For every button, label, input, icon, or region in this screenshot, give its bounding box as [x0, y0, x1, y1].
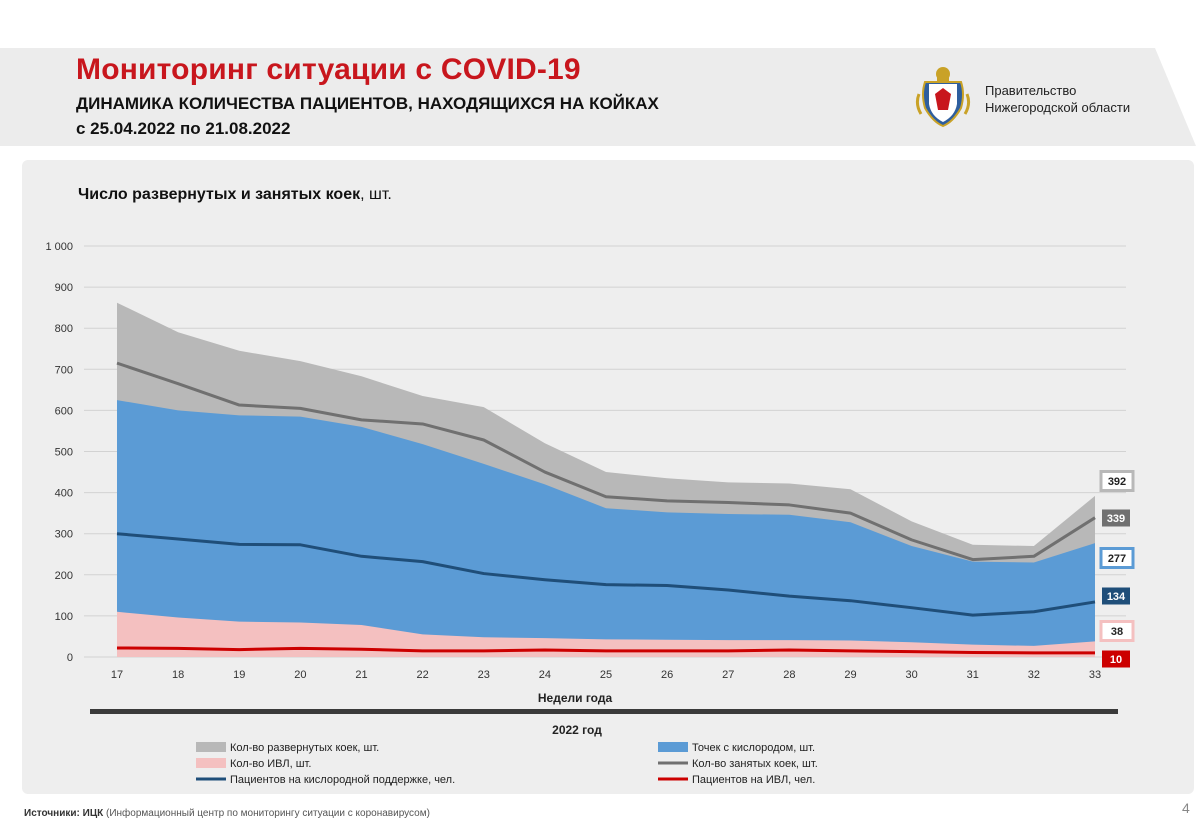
end-value-label: 10 — [1110, 654, 1122, 666]
line-series — [116, 361, 1096, 562]
x-tick-label: 26 — [661, 669, 673, 681]
x-axis-label: Недели года — [538, 691, 613, 705]
y-tick-label: 500 — [55, 447, 73, 459]
end-label-box — [1102, 650, 1130, 668]
source-label: Источники: ИЦК — [24, 808, 104, 819]
header-band — [0, 48, 1200, 146]
y-tick-label: 800 — [55, 323, 73, 335]
chart-heading: Число развернутых и занятых коек, шт. — [78, 186, 392, 204]
header-background — [0, 48, 1196, 146]
area-series — [117, 400, 1095, 657]
x-tick-label: 17 — [111, 669, 123, 681]
legend-swatch — [196, 742, 226, 752]
source-note: Источники: ИЦК (Информационный центр по … — [24, 808, 430, 819]
x-tick-label: 22 — [417, 669, 429, 681]
y-tick-label: 700 — [55, 364, 73, 376]
legend-label: Кол-во развернутых коек, шт. — [230, 742, 379, 754]
end-label-box — [1099, 620, 1135, 642]
legend-label: Точек с кислородом, шт. — [692, 742, 815, 754]
x-tick-label: 24 — [539, 669, 551, 681]
x-tick-label: 19 — [233, 669, 245, 681]
org-name: Правительство Нижегородской области — [985, 82, 1130, 116]
page-subtitle: ДИНАМИКА КОЛИЧЕСТВА ПАЦИЕНТОВ, НАХОДЯЩИХ… — [76, 94, 659, 113]
x-tick-label: 33 — [1089, 669, 1101, 681]
legend-label: Пациентов на кислородной поддержке, чел. — [230, 774, 455, 786]
y-tick-label: 900 — [55, 282, 73, 294]
chart-heading-bold: Число развернутых и занятых коек — [78, 186, 361, 203]
year-bar — [90, 709, 1118, 714]
end-label-box — [1102, 587, 1130, 605]
end-label-box — [1099, 470, 1135, 492]
end-value-label: 277 — [1108, 553, 1126, 565]
end-label-box — [1102, 509, 1130, 527]
end-value-label: 134 — [1107, 591, 1126, 603]
line-series — [116, 646, 1095, 655]
y-tick-label: 1 000 — [45, 241, 73, 253]
source-text: (Информационный центр по мониторингу сит… — [103, 808, 430, 819]
page-number: 4 — [1182, 800, 1190, 816]
x-tick-label: 27 — [722, 669, 734, 681]
y-tick-label: 400 — [55, 488, 73, 500]
chart-heading-unit: , шт. — [360, 186, 392, 203]
year-label: 2022 год — [552, 723, 602, 737]
org-name-line1: Правительство — [985, 83, 1077, 98]
legend-label: Кол-во занятых коек, шт. — [692, 758, 818, 770]
x-tick-label: 23 — [478, 669, 490, 681]
coat-of-arms-icon — [915, 64, 971, 130]
page-title: Мониторинг ситуации с COVID-19 — [76, 53, 581, 86]
x-tick-label: 29 — [844, 669, 856, 681]
x-tick-label: 32 — [1028, 669, 1040, 681]
legend-swatch — [658, 742, 688, 752]
end-value-label: 38 — [1111, 626, 1123, 638]
legend-label: Пациентов на ИВЛ, чел. — [692, 774, 815, 786]
area-series — [117, 611, 1095, 657]
x-tick-label: 18 — [172, 669, 184, 681]
y-tick-label: 600 — [55, 405, 73, 417]
y-tick-label: 200 — [55, 570, 73, 582]
x-tick-label: 30 — [906, 669, 918, 681]
y-tick-label: 300 — [55, 529, 73, 541]
x-tick-label: 28 — [783, 669, 795, 681]
y-tick-label: 0 — [67, 652, 73, 664]
end-value-label: 339 — [1107, 513, 1125, 525]
org-name-line2: Нижегородской области — [985, 100, 1131, 115]
x-tick-label: 21 — [355, 669, 367, 681]
x-tick-label: 20 — [294, 669, 306, 681]
x-tick-label: 31 — [967, 669, 979, 681]
period-label: с 25.04.2022 по 21.08.2022 — [76, 119, 291, 138]
line-series — [116, 532, 1096, 617]
legend-swatch — [196, 758, 226, 768]
x-tick-label: 25 — [600, 669, 612, 681]
end-value-label: 392 — [1108, 476, 1126, 488]
end-label-box — [1099, 547, 1135, 569]
legend-label: Кол-во ИВЛ, шт. — [230, 758, 311, 770]
y-tick-label: 100 — [55, 611, 73, 623]
